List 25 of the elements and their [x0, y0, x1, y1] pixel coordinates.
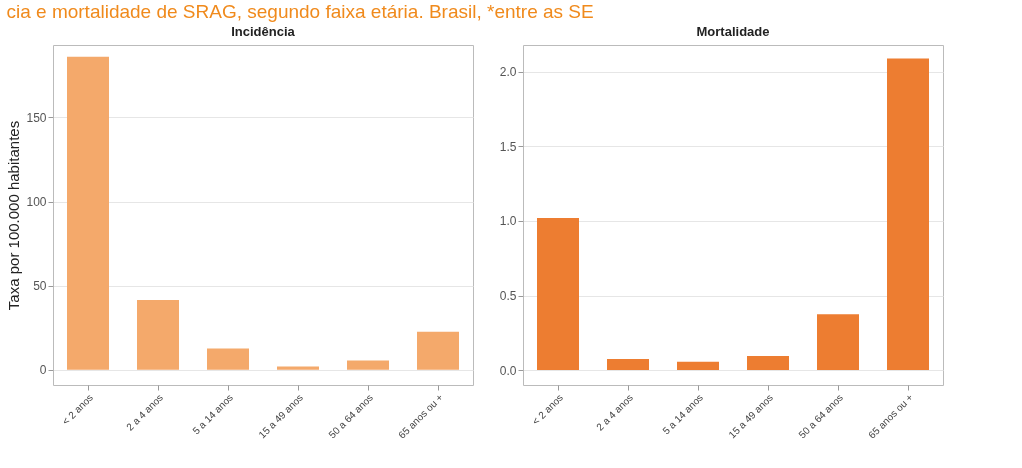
bar	[277, 366, 319, 370]
y-tick-label: 2.0	[499, 65, 517, 80]
text: cia e mortalidade de SRAG, segundo faixa etária. Brasil, *entre as SE	[6, 0, 594, 22]
bar	[677, 361, 719, 371]
y-tick-label: 1.0	[499, 214, 517, 229]
y-tick-label: 0.0	[499, 363, 517, 378]
bar	[887, 58, 929, 371]
y-tick-label: 150	[26, 110, 47, 125]
y-tick-label: 50	[33, 279, 47, 294]
y-tick-label: 100	[26, 195, 47, 210]
bar	[347, 360, 389, 370]
bar	[817, 314, 859, 371]
y-tick-label: 0.5	[499, 289, 517, 304]
bar	[137, 300, 179, 370]
chart-title: Mortalidade	[696, 24, 770, 39]
bar	[747, 356, 789, 371]
bar	[607, 358, 649, 371]
bar	[417, 331, 459, 370]
y-axis-title: Taxa por 100.000 habitantes	[5, 120, 23, 311]
y-tick-label: 1.5	[499, 139, 517, 154]
chart-title: Incidência	[231, 24, 296, 39]
y-tick-label: 0	[39, 363, 47, 378]
bar	[207, 348, 249, 370]
bar	[67, 56, 109, 370]
bar	[537, 217, 579, 371]
